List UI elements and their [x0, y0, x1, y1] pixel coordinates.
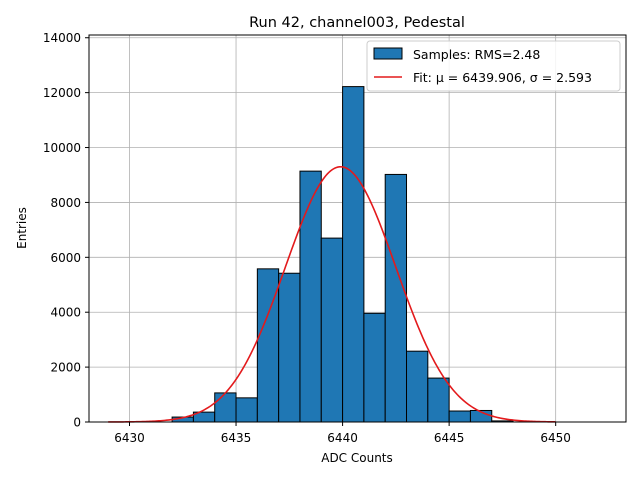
- y-tick-label: 8000: [50, 196, 81, 210]
- chart-title: Run 42, channel003, Pedestal: [249, 15, 465, 31]
- plot-frame: [88, 34, 627, 423]
- x-tick-label: 6445: [434, 431, 465, 445]
- y-tick-label: 12000: [43, 86, 81, 100]
- histogram-bar: [406, 350, 429, 423]
- legend-histogram-swatch: [373, 47, 403, 60]
- x-axis-ticks: 6430 6435 6440 6445 6450: [114, 422, 571, 445]
- y-tick-label: 4000: [50, 306, 81, 320]
- histogram-bar: [384, 173, 408, 423]
- y-tick-label: 6000: [50, 251, 81, 265]
- y-axis-ticks: 0 2000 4000 6000 8000 10000 12000 14000: [43, 31, 89, 430]
- histogram-bar: [363, 312, 386, 423]
- y-axis-label: Entries: [15, 207, 29, 249]
- x-tick-label: 6450: [540, 431, 571, 445]
- histogram-bar: [299, 170, 322, 423]
- x-axis-label: ADC Counts: [321, 451, 393, 465]
- histogram-bar: [320, 237, 344, 423]
- histogram-bar: [278, 272, 301, 423]
- histogram-bars: [171, 86, 514, 423]
- histogram-bar: [342, 86, 365, 423]
- legend-box: [366, 40, 621, 92]
- y-tick-label: 2000: [50, 361, 81, 375]
- histogram-bar: [427, 377, 450, 423]
- histogram-bar: [214, 392, 237, 423]
- legend: Samples: RMS=2.48 Fit: μ = 6439.906, σ =…: [366, 40, 621, 92]
- histogram-bar: [256, 268, 280, 423]
- gaussian-fit-curve: [108, 165, 556, 423]
- legend-histogram-label: Samples: RMS=2.48: [413, 47, 540, 62]
- histogram-bar: [448, 410, 471, 423]
- x-tick-label: 6440: [327, 431, 358, 445]
- y-tick-label: 10000: [43, 141, 81, 155]
- x-tick-label: 6430: [114, 431, 145, 445]
- x-tick-label: 6435: [221, 431, 252, 445]
- y-tick-label: 0: [73, 416, 81, 430]
- legend-fit-label: Fit: μ = 6439.906, σ = 2.593: [413, 70, 592, 85]
- y-tick-label: 14000: [43, 31, 81, 45]
- histogram-bar: [235, 397, 258, 423]
